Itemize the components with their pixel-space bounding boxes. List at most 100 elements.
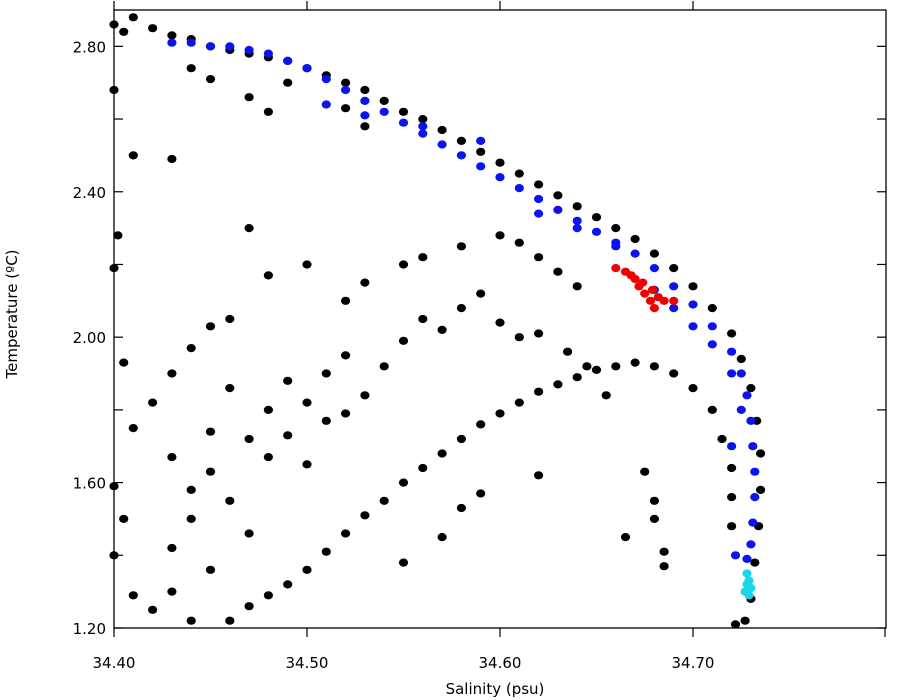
data-point-s0-99 bbox=[341, 409, 351, 418]
data-point-s0-126 bbox=[717, 434, 727, 444]
data-point-s1-14 bbox=[437, 140, 447, 149]
data-point-s0-112 bbox=[456, 434, 466, 444]
data-point-s1-0 bbox=[167, 38, 177, 47]
data-point-s1-9 bbox=[341, 85, 351, 95]
data-point-s1-44 bbox=[534, 209, 544, 218]
data-point-s0-149 bbox=[128, 151, 138, 160]
data-point-s0-63 bbox=[418, 253, 428, 262]
data-point-s3-0 bbox=[742, 569, 752, 578]
data-point-s0-64 bbox=[456, 242, 466, 251]
data-point-s0-67 bbox=[534, 253, 544, 262]
data-point-s1-10 bbox=[360, 96, 370, 105]
data-point-s1-41 bbox=[360, 111, 370, 120]
data-point-s0-82 bbox=[379, 362, 389, 371]
data-point-s0-17 bbox=[418, 115, 428, 124]
data-point-s0-106 bbox=[341, 529, 351, 538]
data-point-s1-31 bbox=[742, 391, 752, 400]
data-point-s0-157 bbox=[283, 78, 293, 87]
data-point-s0-97 bbox=[302, 460, 312, 469]
data-point-s0-93 bbox=[225, 496, 235, 505]
data-point-s0-69 bbox=[572, 282, 582, 291]
y-axis-ticks: 1.20 1.60 2.00 2.40 2.80 bbox=[73, 38, 886, 638]
data-point-s2-9 bbox=[669, 296, 679, 305]
data-point-s1-22 bbox=[591, 227, 602, 236]
data-point-s0-154 bbox=[186, 64, 196, 73]
data-point-s1-30 bbox=[736, 369, 746, 378]
data-point-s0-122 bbox=[649, 362, 660, 371]
data-point-s0-84 bbox=[418, 314, 428, 324]
data-point-s1-38 bbox=[742, 554, 752, 564]
data-point-s0-153 bbox=[205, 75, 216, 84]
data-point-s1-26 bbox=[669, 282, 679, 291]
data-point-s0-138 bbox=[563, 347, 573, 356]
data-point-s1-12 bbox=[398, 118, 409, 127]
data-point-s0-140 bbox=[148, 605, 158, 614]
data-point-s2-12 bbox=[647, 285, 658, 294]
data-point-s0-151 bbox=[263, 107, 273, 116]
data-point-s1-51 bbox=[727, 369, 737, 378]
x-axis-ticks: 34.40 34.50 34.60 34.70 bbox=[93, 1, 886, 672]
data-point-s0-62 bbox=[398, 260, 409, 269]
data-point-s0-60 bbox=[341, 296, 351, 305]
data-point-s0-23 bbox=[534, 180, 544, 189]
data-point-s0-54 bbox=[186, 344, 196, 353]
data-point-s1-39 bbox=[730, 551, 741, 560]
plot-points bbox=[109, 13, 766, 629]
data-point-s2-10 bbox=[638, 278, 648, 287]
data-point-s0-131 bbox=[649, 496, 660, 505]
y-axis-label: Temperature (ºC) bbox=[3, 249, 21, 379]
data-point-s0-14 bbox=[360, 85, 370, 95]
data-point-s0-32 bbox=[707, 304, 717, 313]
data-point-s0-48 bbox=[128, 424, 138, 433]
data-point-s2-0 bbox=[611, 264, 621, 273]
data-point-s1-5 bbox=[263, 49, 273, 58]
data-point-s0-132 bbox=[649, 514, 660, 524]
data-point-s1-34 bbox=[750, 467, 760, 476]
data-point-s0-124 bbox=[688, 384, 698, 393]
data-point-s1-19 bbox=[534, 194, 544, 204]
data-point-s0-148 bbox=[534, 471, 544, 480]
data-point-s1-46 bbox=[611, 242, 621, 251]
data-point-s0-53 bbox=[167, 369, 177, 378]
data-point-s1-6 bbox=[283, 56, 293, 65]
data-point-s0-26 bbox=[591, 213, 602, 222]
data-point-s0-56 bbox=[225, 314, 235, 324]
data-point-s0-77 bbox=[283, 376, 293, 385]
data-point-s1-25 bbox=[649, 264, 660, 273]
data-point-s0-85 bbox=[437, 325, 447, 334]
data-point-s0-119 bbox=[591, 365, 602, 374]
data-point-s1-35 bbox=[750, 493, 760, 502]
data-point-s0-88 bbox=[495, 318, 505, 327]
data-point-s0-59 bbox=[302, 260, 312, 269]
data-point-s0-100 bbox=[225, 616, 235, 625]
y-tick-label: 2.00 bbox=[73, 329, 106, 347]
data-point-s0-102 bbox=[263, 591, 273, 600]
data-point-s1-48 bbox=[669, 304, 679, 313]
data-point-s0-45 bbox=[113, 231, 123, 240]
data-point-s0-129 bbox=[727, 522, 737, 531]
data-point-s1-7 bbox=[302, 64, 312, 73]
data-point-s0-128 bbox=[727, 493, 737, 502]
data-point-s0-3 bbox=[148, 24, 158, 33]
data-point-s0-127 bbox=[727, 463, 737, 473]
data-point-s0-72 bbox=[186, 485, 196, 494]
data-point-s0-125 bbox=[707, 405, 717, 414]
data-point-s0-113 bbox=[476, 420, 486, 429]
data-point-s0-75 bbox=[244, 434, 254, 444]
data-point-s0-111 bbox=[437, 449, 447, 458]
data-point-s1-29 bbox=[727, 347, 737, 356]
y-tick-label: 2.80 bbox=[73, 38, 106, 56]
data-point-s0-145 bbox=[437, 533, 447, 542]
data-point-s0-78 bbox=[302, 398, 312, 407]
data-point-s1-28 bbox=[707, 322, 717, 331]
data-point-s1-53 bbox=[727, 442, 737, 451]
data-point-s1-52 bbox=[736, 405, 746, 414]
data-point-s0-47 bbox=[119, 358, 129, 367]
data-point-s0-156 bbox=[341, 104, 351, 113]
data-point-s0-33 bbox=[727, 329, 737, 338]
data-point-s0-13 bbox=[341, 78, 351, 87]
data-point-s0-29 bbox=[649, 249, 660, 258]
x-tick-label: 34.50 bbox=[286, 654, 329, 672]
data-point-s1-1 bbox=[186, 38, 196, 47]
data-point-s0-73 bbox=[205, 427, 216, 436]
